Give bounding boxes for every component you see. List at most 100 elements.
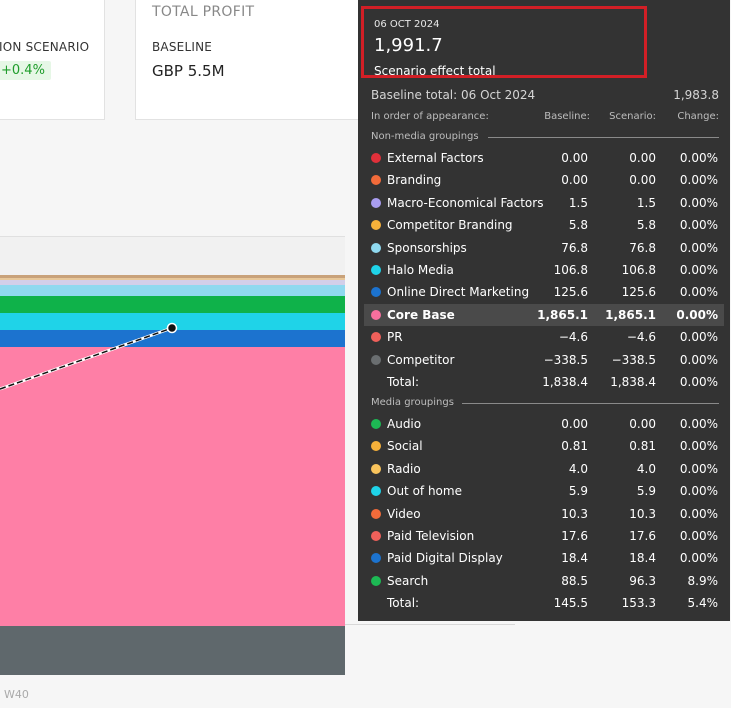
baseline-value: 0.00: [561, 151, 588, 165]
tooltip-row: Out of home 5.9 5.9 0.00%: [364, 480, 724, 502]
change-value: 0.00%: [679, 195, 718, 210]
change-value: 0.00%: [679, 417, 718, 431]
baseline-value: 1.5: [568, 195, 588, 210]
band-misc: [0, 280, 345, 285]
band-sponsorships: [0, 285, 345, 296]
series-color-dot: [371, 197, 381, 208]
baseline-value: 5.9: [568, 484, 588, 499]
tooltip-scenario-total: 1,991.7: [374, 35, 443, 56]
change-value: 0.00%: [679, 439, 718, 454]
header-baseline: Baseline:: [544, 111, 590, 122]
series-name: Core Base: [387, 307, 455, 322]
tooltip-row: Macro-Economical Factors 1.5 1.5 0.00%: [364, 192, 724, 214]
total-label: Total:: [387, 596, 420, 611]
series-name: Competitor: [387, 352, 455, 367]
scenario-value: 0.81: [629, 439, 656, 454]
series-color-dot: [371, 309, 381, 320]
baseline-value: 0.00: [561, 417, 588, 431]
change-value: 0.00%: [679, 263, 718, 277]
x-axis-week-label: W40: [4, 688, 29, 701]
scenario-value: 10.3: [629, 506, 656, 521]
change-value: 0.00%: [679, 173, 718, 188]
band-search: [0, 296, 345, 313]
series-name: Online Direct Marketing: [387, 285, 530, 300]
series-color-dot: [371, 220, 381, 231]
baseline-value: −4.6: [558, 330, 588, 345]
baseline-value: 88.5: [561, 573, 588, 588]
chart-bottom-strip: [0, 626, 345, 675]
change-value: 0.00%: [679, 218, 718, 233]
scenario-value: −4.6: [626, 330, 656, 345]
hover-point[interactable]: [166, 322, 178, 334]
band-competitor-branding: [0, 275, 345, 278]
change-value: 0.00%: [679, 330, 718, 345]
series-name: Macro-Economical Factors: [387, 195, 544, 210]
baseline-value: 125.6: [553, 285, 588, 300]
change-value: 0.00%: [676, 307, 718, 322]
baseline-value: 18.4: [561, 551, 588, 566]
tooltip-row: Paid Digital Display 18.4 18.4 0.00%: [364, 547, 724, 569]
tooltip-row: Branding 0.00 0.00 0.00%: [364, 169, 724, 191]
total-profit-card: TOTAL PROFIT BASELINE GBP 5.5M: [135, 0, 375, 120]
series-color-dot: [371, 354, 381, 365]
scenario-value: 0.00: [629, 417, 656, 431]
tooltip-scenario-total-label: Scenario effect total: [374, 64, 496, 78]
scenario-label: ION SCENARIO: [0, 40, 90, 54]
scenario-value: 0.00: [629, 173, 656, 188]
tooltip-row: External Factors 0.00 0.00 0.00%: [364, 147, 724, 169]
axis-line: [345, 624, 515, 625]
baseline-total-row: Baseline total: 06 Oct 2024 1,983.8: [371, 88, 719, 102]
baseline-value: 106.8: [553, 263, 588, 277]
tooltip-row: Video 10.3 10.3 0.00%: [364, 503, 724, 525]
series-color-dot: [371, 463, 381, 474]
change-value: 0.00%: [679, 285, 718, 300]
total-label: Total:: [387, 375, 420, 389]
series-name: Paid Digital Display: [387, 551, 503, 566]
total-scenario: 153.3: [621, 596, 656, 611]
series-name: Branding: [387, 173, 442, 188]
change-value: 0.00%: [679, 484, 718, 499]
total-change: 0.00%: [679, 375, 718, 389]
tooltip-row: Competitor −338.5 −338.5 0.00%: [364, 349, 724, 371]
series-color-dot: [371, 242, 381, 253]
series-name: External Factors: [387, 151, 484, 165]
scenario-value: 1,865.1: [605, 307, 656, 322]
band-core-base: [0, 347, 345, 627]
section-divider: [488, 137, 719, 138]
baseline-value: 0.00: [561, 173, 588, 188]
baseline-value: 4.0: [568, 461, 588, 476]
header-change: Change:: [677, 111, 719, 122]
total-scenario: 1,838.4: [610, 375, 656, 389]
series-name: Competitor Branding: [387, 218, 513, 233]
baseline-value: −338.5: [543, 352, 588, 367]
scenario-value: 5.9: [636, 484, 656, 499]
scenario-value: 4.0: [636, 461, 656, 476]
series-color-dot: [371, 531, 381, 541]
scenario-value: 5.8: [636, 218, 656, 233]
series-color-dot: [371, 486, 381, 497]
series-name: Paid Television: [387, 529, 475, 543]
tooltip-row: Competitor Branding 5.8 5.8 0.00%: [364, 214, 724, 236]
series-name: Radio: [387, 461, 421, 476]
series-color-dot: [371, 175, 381, 186]
tooltip-row: Core Base 1,865.1 1,865.1 0.00%: [364, 303, 724, 326]
scenario-value: 96.3: [629, 573, 656, 588]
section-divider: [462, 403, 719, 404]
baseline-value: 1,865.1: [537, 307, 588, 322]
scenario-card: ION SCENARIO +0.4%: [0, 0, 105, 120]
baseline-value: 10.3: [561, 506, 588, 521]
tooltip-total-row: Total: 1,838.4 1,838.4 0.00%: [364, 371, 724, 393]
stacked-area-chart[interactable]: [0, 236, 345, 627]
baseline-total-label: Baseline total: 06 Oct 2024: [371, 88, 536, 102]
baseline-value: 17.6: [561, 529, 588, 543]
header-order: In order of appearance:: [371, 111, 489, 122]
scenario-value: 0.00: [629, 151, 656, 165]
series-color-dot: [371, 441, 381, 452]
scenario-value: 18.4: [629, 551, 656, 566]
baseline-value: 5.8: [568, 218, 588, 233]
scenario-value: 1.5: [636, 195, 656, 210]
media-label-text: Media groupings: [371, 397, 454, 408]
series-name: Out of home: [387, 484, 462, 499]
baseline-value: GBP 5.5M: [152, 62, 225, 80]
scenario-value: −338.5: [611, 352, 656, 367]
